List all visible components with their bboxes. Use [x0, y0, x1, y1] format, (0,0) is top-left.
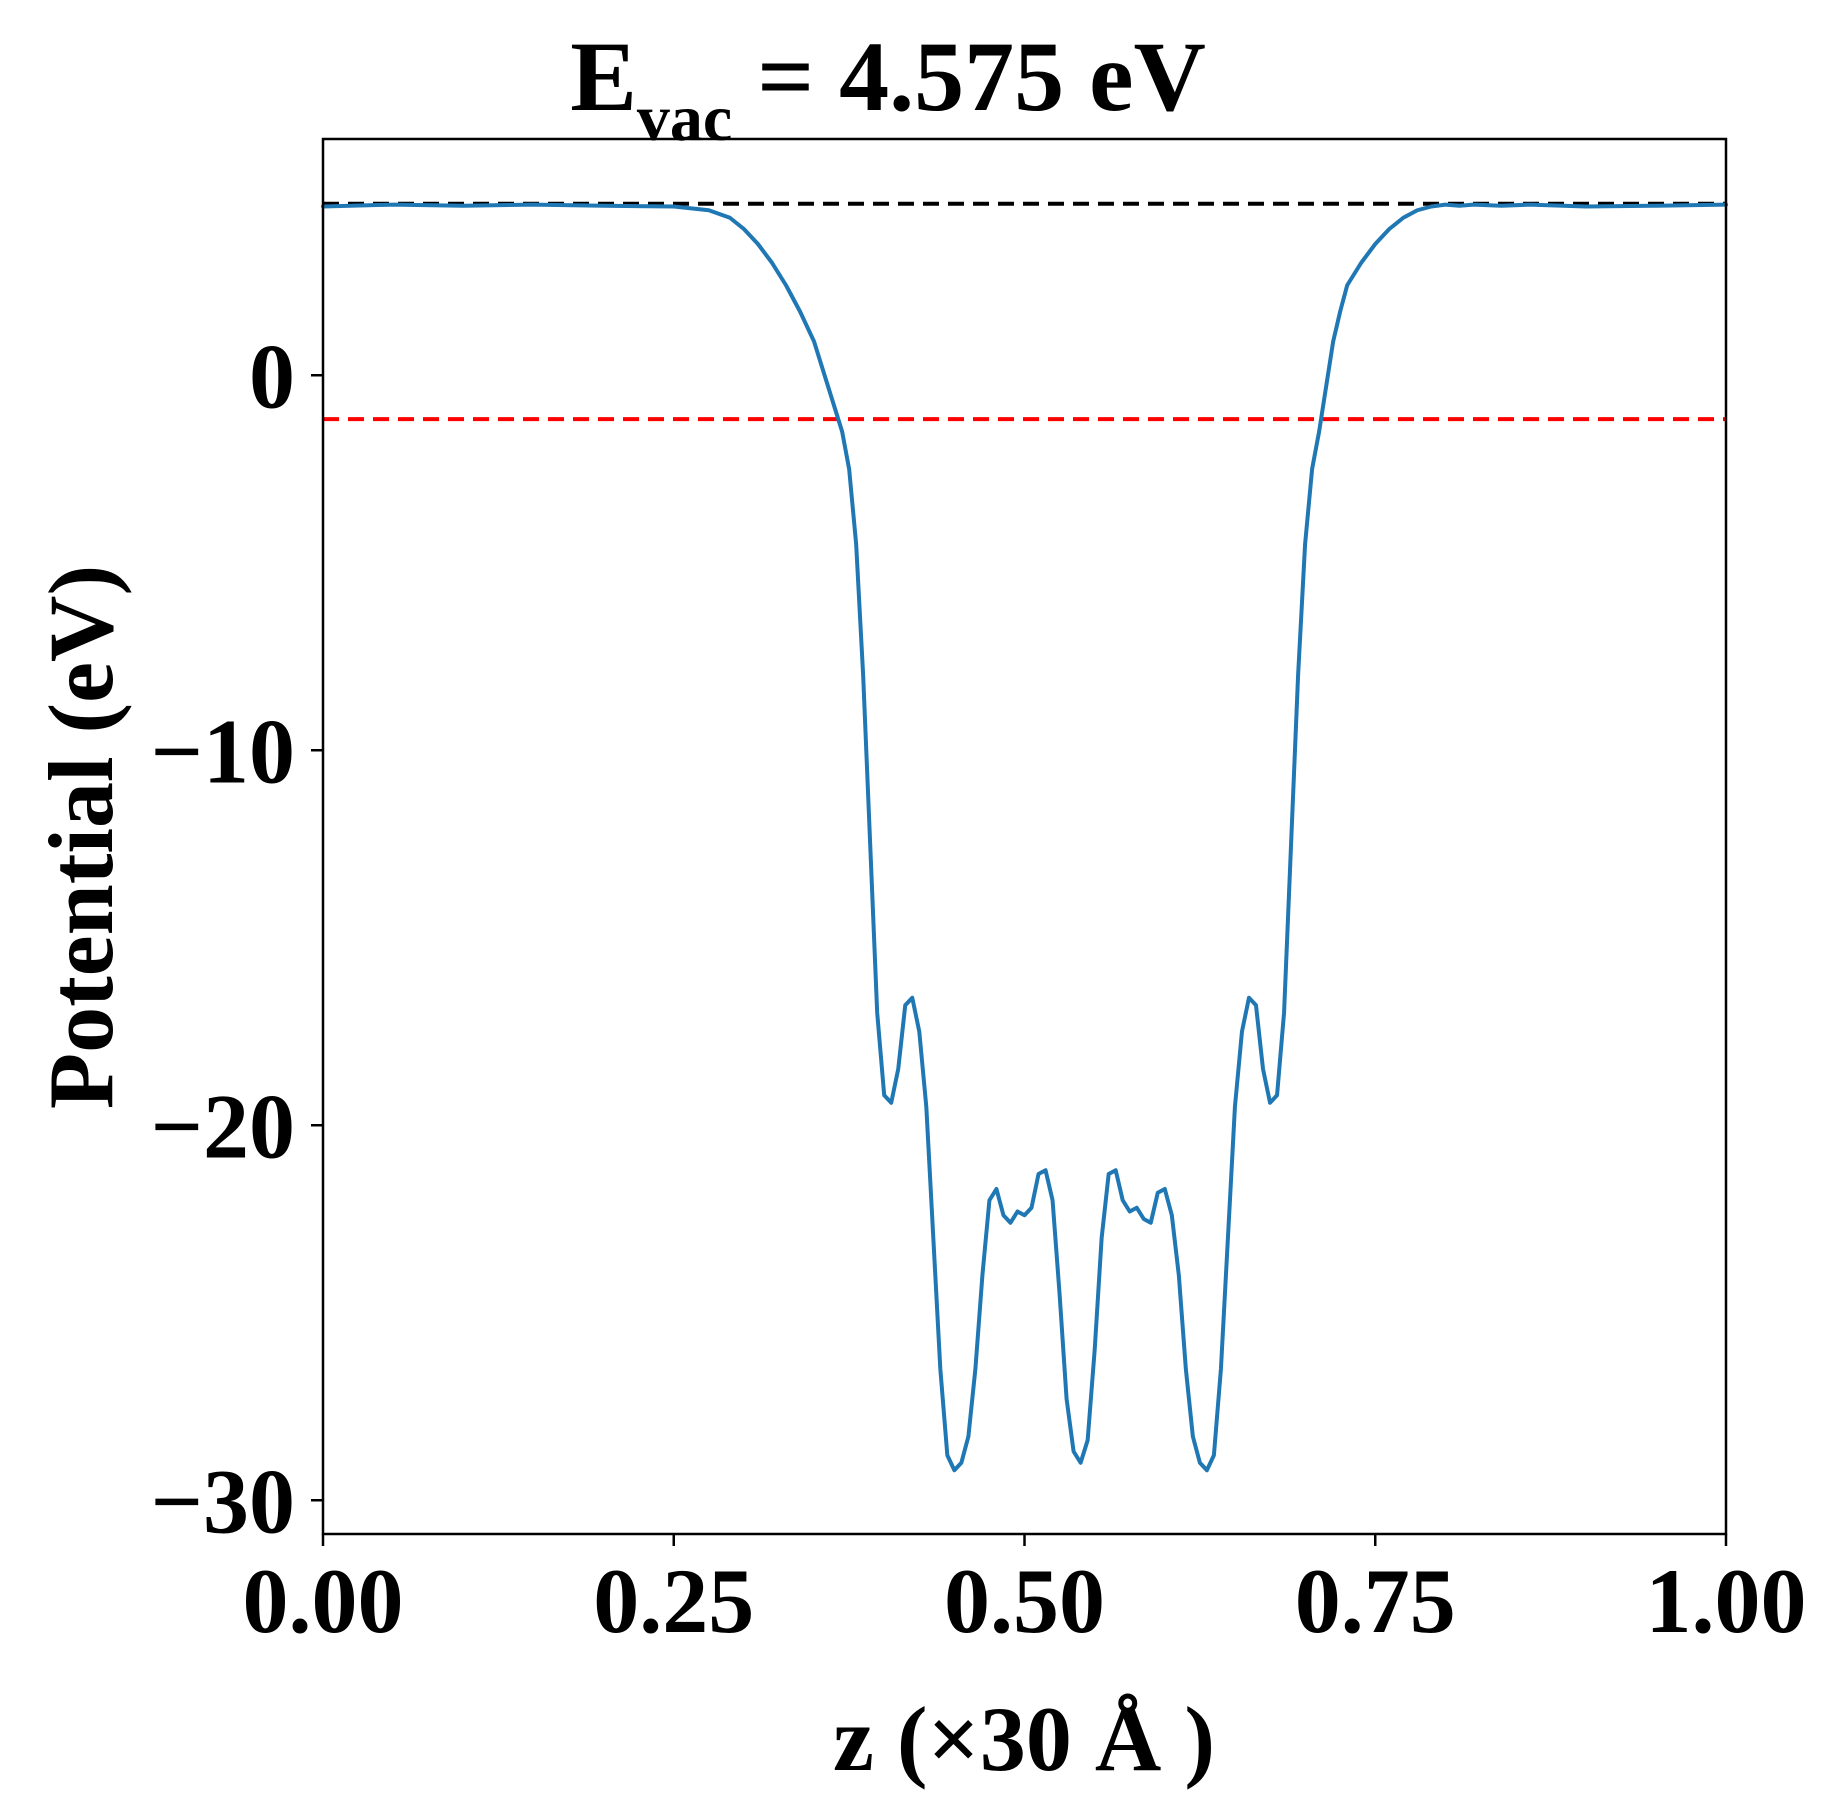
x-tick-label: 0.00 — [243, 1550, 404, 1652]
x-tick-label: 1.00 — [1646, 1550, 1807, 1652]
plot-area-frame — [321, 137, 1728, 1536]
x-tick-label: 0.25 — [593, 1550, 754, 1652]
x-axis-ticks: 0.00 0.25 0.50 0.75 1.00 — [243, 1534, 1807, 1652]
title-subscript: vac — [637, 82, 732, 155]
x-axis-label: z (×30 Å ) — [833, 1688, 1215, 1790]
y-axis-label: Potential (eV) — [30, 565, 132, 1109]
title-rest: = 4.575 eV — [732, 21, 1206, 132]
title-main: E — [570, 21, 637, 132]
y-tick-label: −20 — [151, 1075, 295, 1177]
x-tick-label: 0.75 — [1295, 1550, 1456, 1652]
series-layer — [321, 202, 1728, 1473]
y-tick-label: 0 — [249, 325, 295, 427]
reference-lines — [323, 201, 1726, 422]
potential-series-line — [321, 202, 1728, 1473]
y-tick-label: −30 — [151, 1450, 295, 1552]
chart-title: Evac = 4.575 eV — [570, 21, 1206, 155]
y-tick-label: −10 — [151, 700, 295, 802]
y-axis-ticks: 0 −10 −20 −30 — [151, 325, 323, 1552]
x-tick-label: 0.50 — [944, 1550, 1105, 1652]
